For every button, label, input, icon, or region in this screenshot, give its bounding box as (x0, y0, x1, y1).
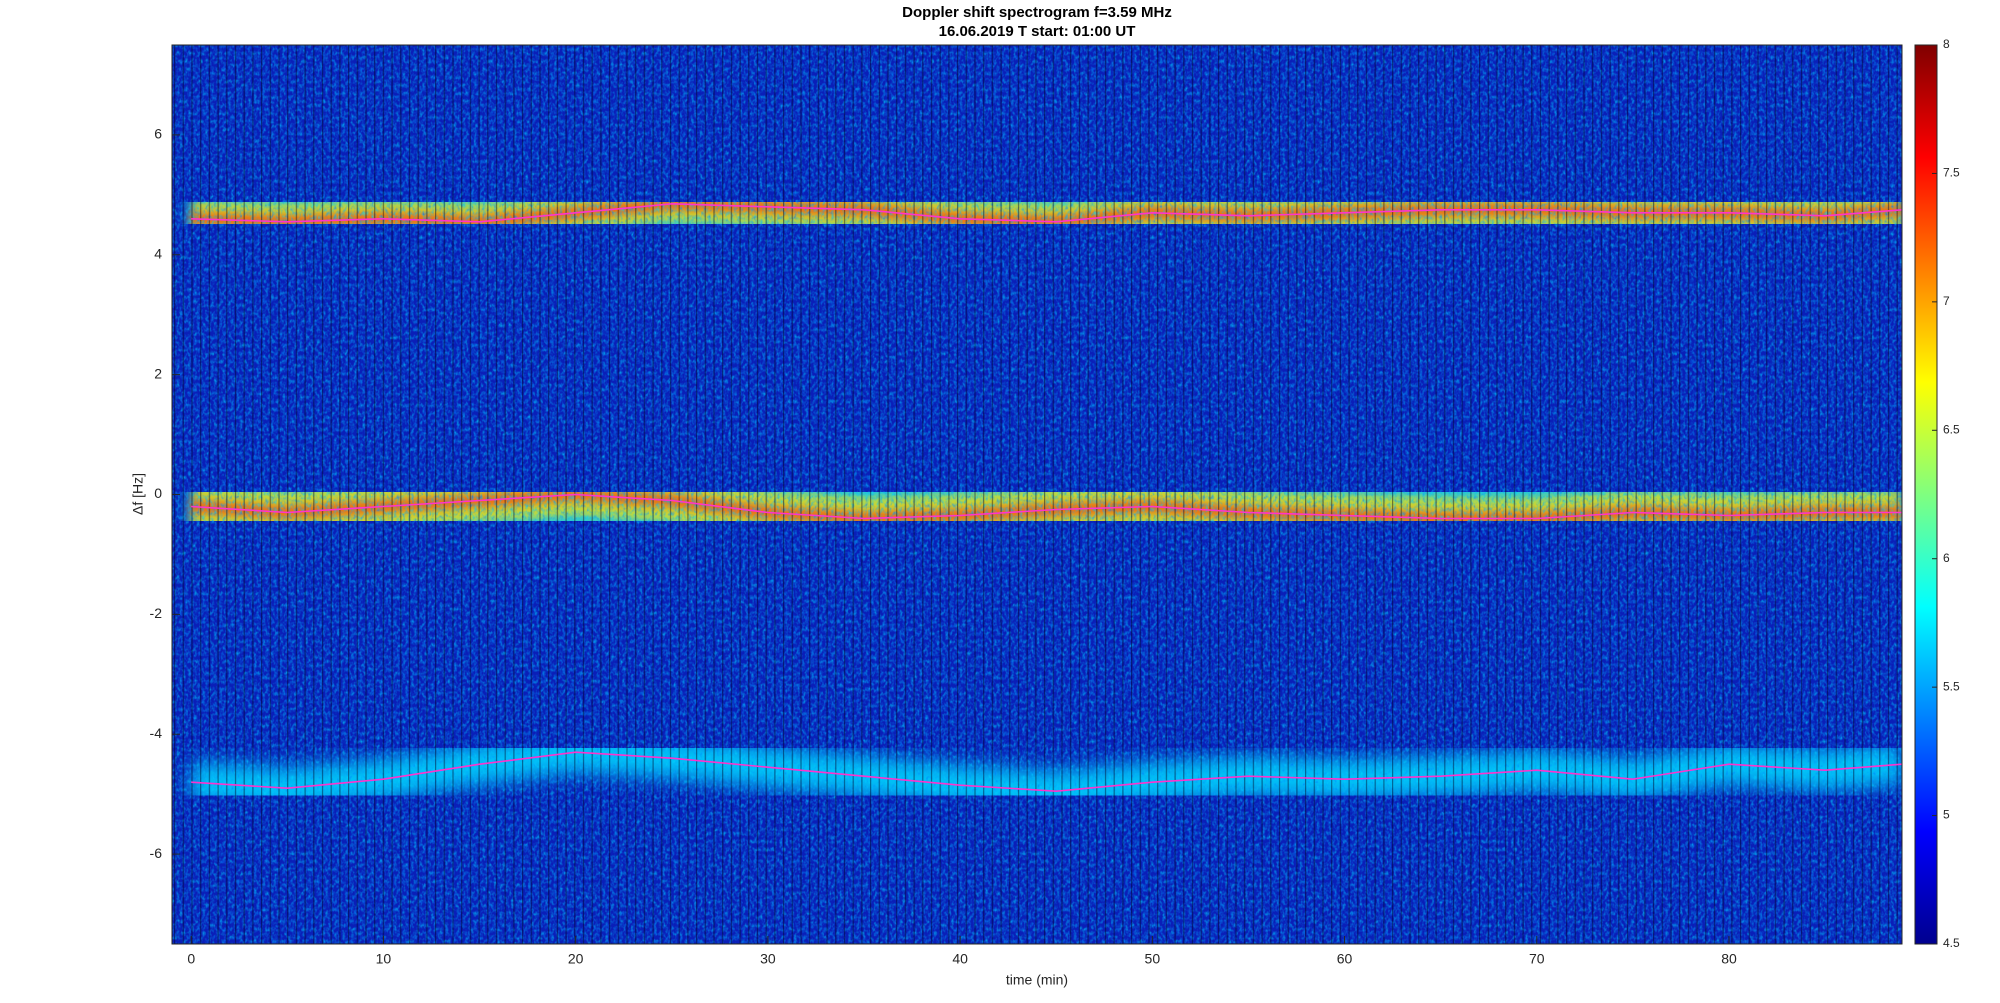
y-tick-label: -4 (150, 725, 163, 741)
x-tick-label: 0 (187, 951, 195, 967)
trace-line (191, 751, 1902, 793)
trace-line (191, 202, 1902, 223)
x-tick-label: 10 (376, 951, 392, 967)
x-tick-label: 50 (1145, 951, 1161, 967)
x-tick-label: 20 (568, 951, 584, 967)
colorbar-tick-label: 6.5 (1943, 422, 1960, 436)
colorbar-tick-label: 7 (1943, 294, 1950, 308)
colorbar (1914, 44, 1938, 945)
y-tick-label: 6 (154, 126, 162, 142)
y-tick-label: 4 (154, 245, 162, 261)
plot-area (172, 45, 1902, 944)
y-axis-label: Δf [Hz] (130, 473, 146, 515)
x-tick-label: 30 (760, 951, 776, 967)
x-tick-label: 60 (1337, 951, 1353, 967)
time-stripes (172, 45, 1902, 944)
chart-subtitle: 16.06.2019 T start: 01:00 UT (939, 23, 1136, 40)
colorbar-tick-label: 4.5 (1943, 936, 1960, 950)
trace-line (191, 493, 1902, 520)
y-tick-label: 0 (154, 485, 162, 501)
x-tick-label: 70 (1529, 951, 1545, 967)
x-tick-label: 80 (1721, 951, 1737, 967)
colorbar-tick-label: 5 (1943, 808, 1950, 822)
y-tick-label: -6 (150, 845, 163, 861)
colorbar-tick-label: 6 (1943, 551, 1950, 565)
x-tick-label: 40 (952, 951, 968, 967)
colorbar-tick-label: 7.5 (1943, 166, 1960, 180)
y-tick-label: 2 (154, 365, 162, 381)
colorbar-tick-label: 8 (1943, 37, 1950, 51)
colorbar-tick-label: 5.5 (1943, 679, 1960, 693)
x-axis-label: time (min) (1006, 972, 1068, 988)
y-tick-label: -2 (150, 605, 163, 621)
chart-title: Doppler shift spectrogram f=3.59 MHz (902, 4, 1172, 21)
